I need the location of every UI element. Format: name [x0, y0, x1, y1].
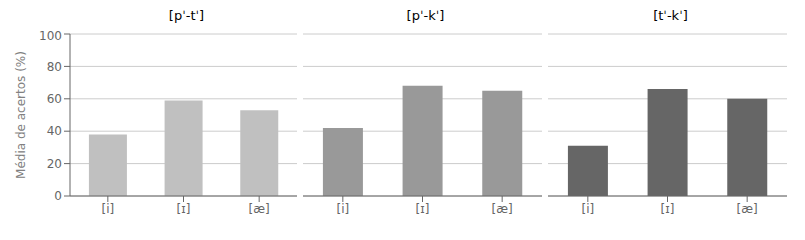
- svg-text:0: 0: [54, 189, 62, 203]
- svg-text:[ɪ]: [ɪ]: [416, 202, 430, 216]
- svg-text:[ɪ]: [ɪ]: [177, 202, 191, 216]
- svg-text:[i]: [i]: [581, 202, 594, 216]
- svg-text:60: 60: [47, 92, 62, 106]
- svg-text:[i]: [i]: [101, 202, 114, 216]
- svg-text:100: 100: [39, 29, 62, 43]
- svg-text:[æ]: [æ]: [737, 202, 758, 216]
- svg-text:[i]: [i]: [336, 202, 349, 216]
- svg-text:80: 80: [47, 60, 62, 74]
- html-text:[pˈ-kˈ]: [pˈ-kˈ]: [406, 8, 445, 23]
- html-text:[pˈ-tˈ]: [pˈ-tˈ]: [168, 8, 205, 23]
- svg-text:Média de acertos (%): Média de acertos (%): [14, 51, 28, 179]
- svg-text:20: 20: [47, 157, 62, 171]
- svg-text:[æ]: [æ]: [249, 202, 270, 216]
- html-text:[tˈ-kˈ]: [tˈ-kˈ]: [653, 8, 688, 23]
- svg-text:[æ]: [æ]: [492, 202, 513, 216]
- svg-text:[ɪ]: [ɪ]: [661, 202, 675, 216]
- svg-text:40: 40: [47, 124, 62, 138]
